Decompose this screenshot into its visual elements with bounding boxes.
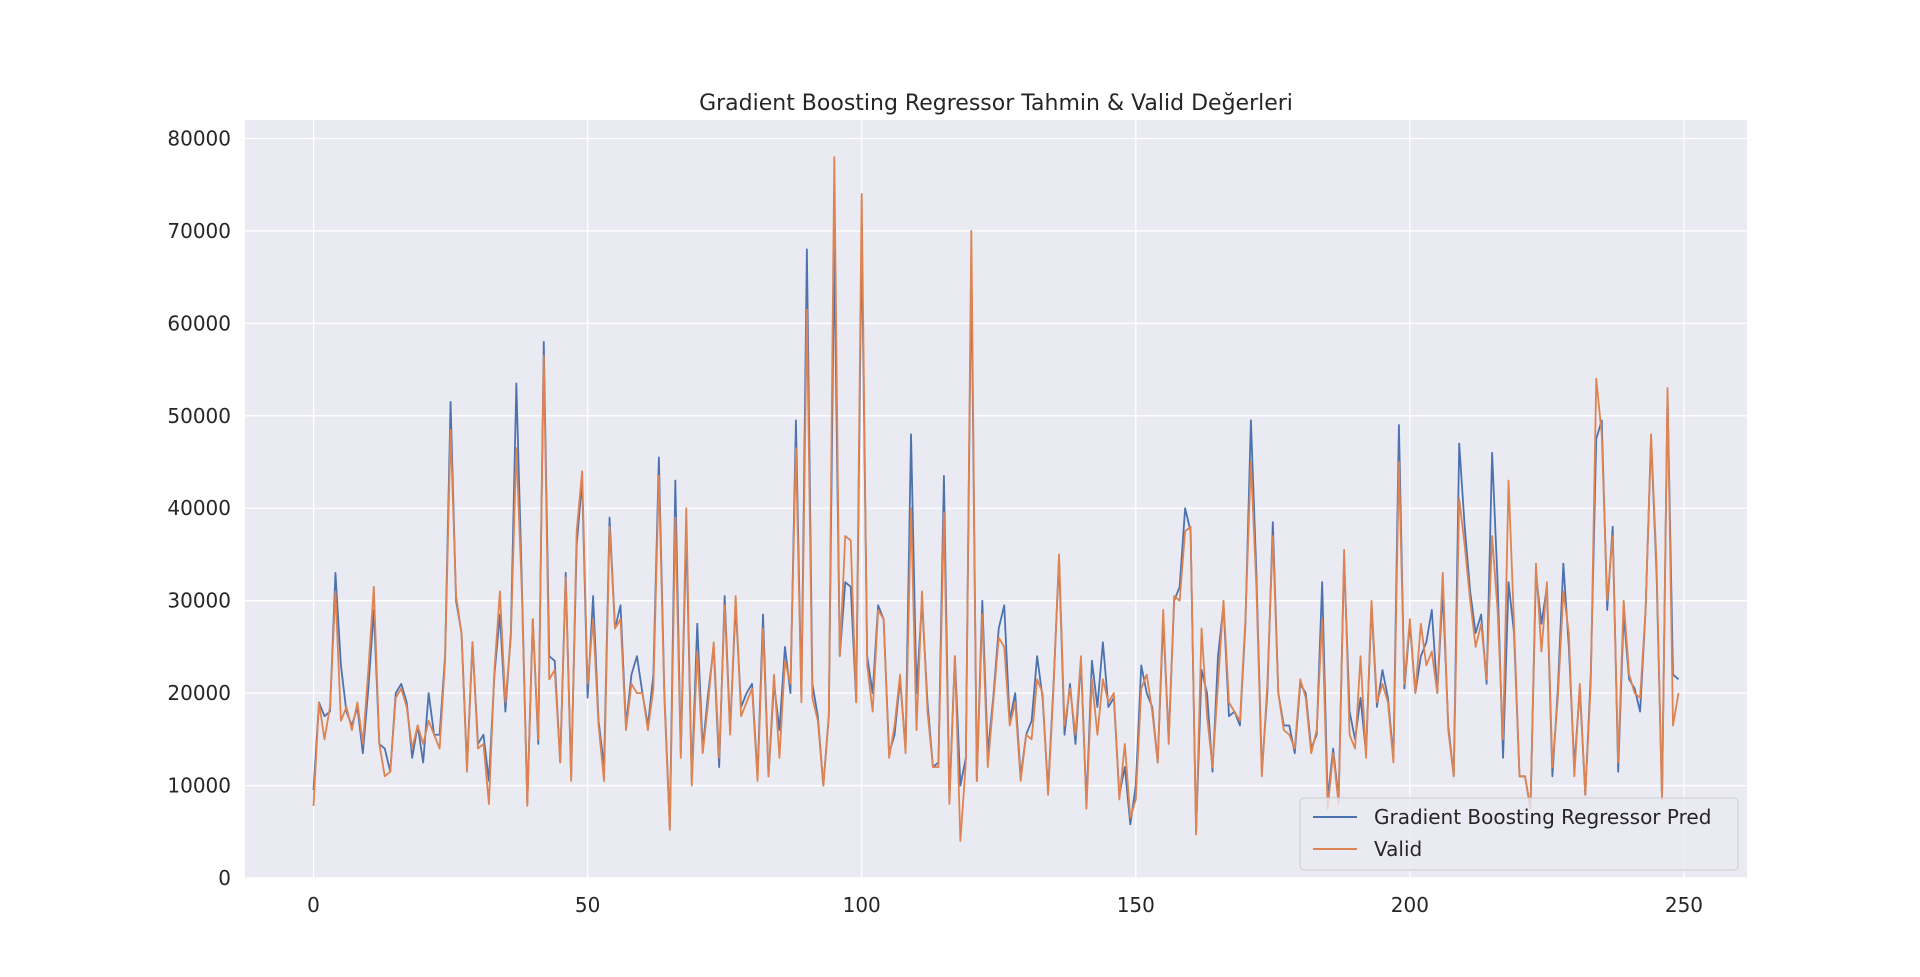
series-lines (312, 156, 1680, 842)
series-valid-line (312, 156, 1680, 842)
x-axis-tick-labels: 0 50 100 150 200 250 (307, 893, 1703, 917)
y-tick-label: 20000 (167, 681, 231, 705)
x-tick-label: 100 (843, 893, 881, 917)
x-tick-label: 50 (575, 893, 600, 917)
y-tick-label: 60000 (167, 311, 231, 335)
x-tick-label: 200 (1391, 893, 1429, 917)
y-tick-label: 40000 (167, 496, 231, 520)
y-axis-tick-labels: 0 10000 20000 30000 40000 50000 60000 70000 8000… (167, 126, 231, 890)
plot-area-background (245, 120, 1747, 878)
chart-title: Gradient Boosting Regressor Tahmin & Val… (699, 91, 1293, 116)
x-tick-label: 150 (1117, 893, 1155, 917)
x-tick-label: 0 (307, 893, 320, 917)
legend-label-valid: Valid (1374, 837, 1422, 861)
y-tick-label: 0 (218, 866, 231, 890)
y-tick-label: 50000 (167, 404, 231, 428)
y-tick-label: 30000 (167, 589, 231, 613)
y-tick-label: 80000 (167, 126, 231, 150)
legend: Gradient Boosting Regressor Pred Valid (1299, 797, 1739, 871)
y-tick-label: 70000 (167, 219, 231, 243)
y-tick-label: 10000 (167, 774, 231, 798)
legend-box (1299, 797, 1739, 871)
x-tick-label: 250 (1665, 893, 1703, 917)
legend-label-pred: Gradient Boosting Regressor Pred (1374, 805, 1711, 829)
